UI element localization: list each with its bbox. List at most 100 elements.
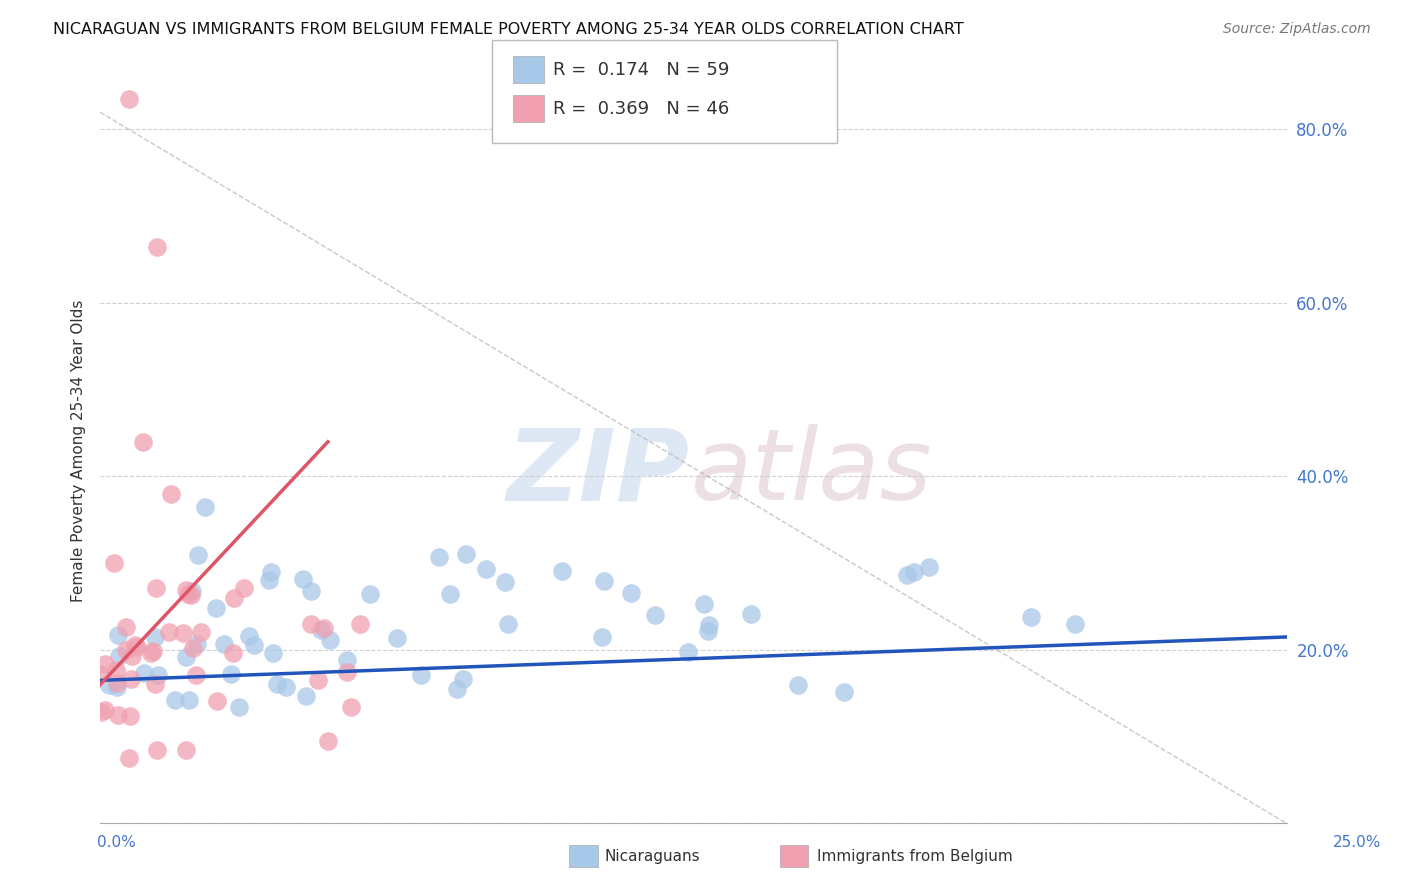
Text: R =  0.369   N = 46: R = 0.369 N = 46 [553,100,728,118]
Point [1021,609,1043,624]
Point [336,653,359,667]
Point [228,699,250,714]
Point [186,637,208,651]
Point [311,623,333,637]
Point [107,676,129,690]
Text: NICARAGUAN VS IMMIGRANTS FROM BELGIUM FEMALE POVERTY AMONG 25-34 YEAR OLDS CORRE: NICARAGUAN VS IMMIGRANTS FROM BELGIUM FE… [53,22,965,37]
Point [233,581,256,595]
Point [336,665,359,679]
Point [114,620,136,634]
Point [260,565,283,579]
Text: atlas: atlas [692,425,932,521]
Point [172,626,194,640]
Point [124,638,146,652]
Point [427,549,450,564]
Text: Nicaraguans: Nicaraguans [605,849,700,863]
Point [299,583,322,598]
Point [134,665,156,680]
Point [446,682,468,697]
Point [117,92,139,106]
Point [176,587,198,601]
Point [238,629,260,643]
Point [93,657,115,672]
Point [307,673,329,688]
Point [591,630,613,644]
Point [120,672,142,686]
Point [339,699,361,714]
Point [359,587,381,601]
Point [117,751,139,765]
Point [301,617,323,632]
Point [224,591,246,606]
Point [187,548,209,562]
Point [451,672,474,686]
Point [454,547,477,561]
Point [132,434,155,449]
Point [190,625,212,640]
Point [212,637,235,651]
Point [193,500,215,514]
Point [475,562,498,576]
Point [145,581,167,595]
Point [180,584,202,599]
Text: 0.0%: 0.0% [97,836,136,850]
Point [186,667,208,681]
Point [266,677,288,691]
Point [620,586,643,600]
Point [141,646,163,660]
Point [103,556,125,570]
Point [693,597,716,611]
Point [157,624,180,639]
Point [242,638,264,652]
Point [593,574,616,589]
Point [94,702,117,716]
Point [787,678,810,692]
Point [409,668,432,682]
Point [219,666,242,681]
Text: ZIP: ZIP [508,425,690,521]
Point [174,743,197,757]
Point [165,693,187,707]
Point [222,646,245,660]
Point [740,607,762,621]
Point [105,663,128,677]
Point [204,601,226,615]
Point [108,649,131,664]
Point [903,566,925,580]
Point [439,587,461,601]
Point [832,685,855,699]
Point [349,616,371,631]
Point [114,642,136,657]
Point [312,621,335,635]
Point [494,574,516,589]
Point [918,560,941,574]
Point [257,574,280,588]
Point [146,239,169,253]
Point [146,743,169,757]
Point [180,588,202,602]
Point [295,690,318,704]
Point [262,646,284,660]
Point [696,624,718,639]
Point [89,667,111,681]
Point [177,693,200,707]
Point [699,618,721,632]
Point [644,608,666,623]
Point [274,680,297,694]
Point [105,680,128,694]
Point [98,678,121,692]
Point [896,568,918,582]
Point [142,643,165,657]
Text: Immigrants from Belgium: Immigrants from Belgium [817,849,1012,863]
Point [183,641,205,656]
Point [496,617,519,632]
Point [1064,616,1087,631]
Point [676,645,699,659]
Point [143,676,166,690]
Point [148,667,170,681]
Point [291,572,314,586]
Point [316,734,339,748]
Text: R =  0.174   N = 59: R = 0.174 N = 59 [553,61,728,78]
Text: Source: ZipAtlas.com: Source: ZipAtlas.com [1223,22,1371,37]
Text: 25.0%: 25.0% [1333,836,1381,850]
